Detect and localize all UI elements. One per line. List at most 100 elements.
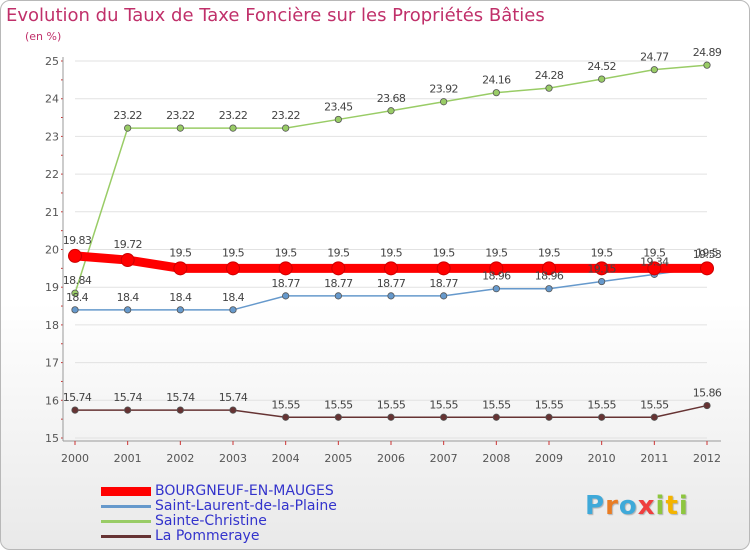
data-point <box>700 261 714 276</box>
logo-letter: r <box>605 491 619 521</box>
data-point <box>176 406 184 414</box>
data-label: 24.89 <box>693 46 722 59</box>
data-point <box>440 98 448 106</box>
logo-letter: t <box>665 491 679 521</box>
data-label: 24.77 <box>640 51 669 64</box>
data-point <box>334 115 342 124</box>
data-point <box>334 292 342 300</box>
legend-swatch <box>101 535 151 538</box>
x-tick-label: 2006 <box>377 452 405 465</box>
data-label: 23.45 <box>324 100 353 113</box>
data-label: 15.55 <box>271 398 300 411</box>
x-tick-label: 2012 <box>693 452 721 465</box>
data-point <box>545 84 553 92</box>
data-label: 18.4 <box>117 291 140 304</box>
data-label: 19.5 <box>222 246 245 259</box>
data-label: 19.34 <box>640 255 669 268</box>
data-label: 15.74 <box>63 391 92 404</box>
data-label: 15.74 <box>166 391 195 404</box>
data-label: 19.5 <box>485 246 508 259</box>
logo-letter: i <box>678 491 689 521</box>
data-label: 19.72 <box>113 238 142 251</box>
series <box>68 61 714 421</box>
data-label: 19.15 <box>587 263 616 276</box>
data-point <box>229 124 237 132</box>
data-label: 19.5 <box>275 246 298 259</box>
series-la-pommeraye <box>71 401 711 421</box>
data-point <box>492 413 500 421</box>
data-label: 19.5 <box>327 246 350 259</box>
data-point <box>282 413 290 421</box>
data-label: 18.4 <box>66 291 89 304</box>
y-tick-label: 24 <box>45 93 59 106</box>
data-point <box>598 413 606 421</box>
legend-swatch <box>101 520 151 523</box>
data-point <box>176 124 184 132</box>
y-tick-label: 15 <box>45 432 59 445</box>
y-tick-label: 17 <box>45 357 59 370</box>
x-tick-label: 2011 <box>640 452 668 465</box>
data-point <box>120 253 135 268</box>
data-point <box>71 406 79 414</box>
data-point <box>71 306 79 314</box>
data-label: 23.22 <box>219 109 248 122</box>
data-label: 24.28 <box>535 69 564 82</box>
legend-label: Sainte-Christine <box>155 513 267 529</box>
legend-label: BOURGNEUF-EN-MAUGES <box>155 483 334 499</box>
data-point <box>703 401 711 410</box>
data-label: 15.55 <box>324 398 353 411</box>
y-tick-label: 20 <box>45 244 59 257</box>
data-point <box>282 124 290 132</box>
data-point <box>650 66 658 74</box>
data-label: 19.5 <box>433 246 456 259</box>
data-point <box>282 292 290 300</box>
data-label: 19.53 <box>693 248 722 261</box>
legend-label: La Pommeraye <box>155 528 260 544</box>
data-point <box>173 261 188 276</box>
y-axis-unit: (en %) <box>25 30 62 43</box>
data-label: 19.83 <box>63 234 92 247</box>
data-label: 15.55 <box>482 398 511 411</box>
x-tick-label: 2010 <box>588 452 616 465</box>
data-label: 18.77 <box>271 277 300 290</box>
data-label: 19.5 <box>591 246 614 259</box>
legend-swatch <box>101 505 151 508</box>
chart-title: Evolution du Taux de Taxe Foncière sur l… <box>6 5 545 26</box>
y-tick-label: 25 <box>45 55 59 68</box>
x-tick-label: 2002 <box>166 452 194 465</box>
series-sainte-christine <box>71 61 711 297</box>
data-point <box>598 277 606 286</box>
data-point <box>68 248 82 263</box>
data-label: 15.74 <box>113 391 142 404</box>
data-label: 19.5 <box>538 246 561 259</box>
data-point <box>124 306 132 314</box>
data-label: 15.55 <box>587 398 616 411</box>
data-label: 15.74 <box>219 391 248 404</box>
data-label: 15.55 <box>429 398 458 411</box>
proxiti-logo: Proxiti <box>585 491 689 521</box>
data-point <box>647 261 662 276</box>
data-point <box>387 292 395 300</box>
data-point <box>229 306 237 314</box>
data-label: 18.84 <box>63 274 92 287</box>
data-label: 18.77 <box>377 277 406 290</box>
data-label: 23.22 <box>113 109 142 122</box>
data-point <box>703 61 711 69</box>
data-point <box>384 261 398 276</box>
data-label: 19.5 <box>643 246 666 259</box>
y-tick-label: 19 <box>45 281 59 294</box>
grid <box>75 60 707 439</box>
data-point <box>124 406 132 414</box>
data-label: 15.55 <box>640 398 669 411</box>
data-point <box>598 75 606 83</box>
logo-letter: x <box>637 491 656 521</box>
data-point <box>436 261 451 276</box>
data-point <box>124 124 132 132</box>
x-tick-label: 2008 <box>482 452 510 465</box>
data-point <box>545 413 553 421</box>
data-label: 19.5 <box>169 246 192 259</box>
logo-letter: o <box>618 491 638 521</box>
data-label: 18.77 <box>324 277 353 290</box>
